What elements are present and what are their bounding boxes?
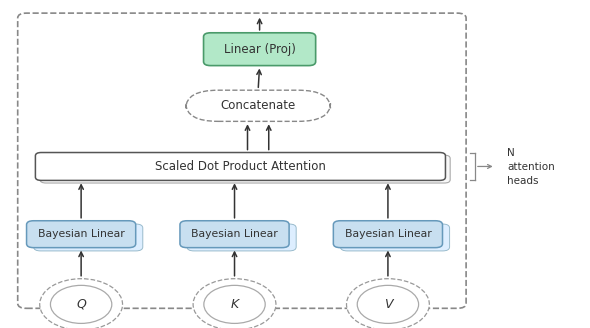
Text: K: K bbox=[231, 298, 238, 311]
Text: V: V bbox=[384, 298, 392, 311]
Ellipse shape bbox=[358, 285, 419, 323]
Text: Bayesian Linear: Bayesian Linear bbox=[191, 229, 278, 239]
FancyBboxPatch shape bbox=[35, 153, 445, 180]
Ellipse shape bbox=[50, 285, 112, 323]
FancyBboxPatch shape bbox=[333, 221, 442, 248]
Ellipse shape bbox=[346, 279, 430, 328]
FancyBboxPatch shape bbox=[180, 221, 289, 248]
Text: Bayesian Linear: Bayesian Linear bbox=[345, 229, 431, 239]
Ellipse shape bbox=[204, 285, 265, 323]
Text: Bayesian Linear: Bayesian Linear bbox=[38, 229, 124, 239]
FancyBboxPatch shape bbox=[187, 224, 296, 251]
Text: N
attention
heads: N attention heads bbox=[507, 148, 555, 186]
FancyBboxPatch shape bbox=[34, 224, 143, 251]
FancyBboxPatch shape bbox=[27, 221, 136, 248]
FancyBboxPatch shape bbox=[204, 33, 316, 66]
Text: Q: Q bbox=[76, 298, 86, 311]
Text: Concatenate: Concatenate bbox=[221, 99, 296, 112]
FancyBboxPatch shape bbox=[40, 155, 450, 183]
Ellipse shape bbox=[193, 279, 276, 328]
Text: Linear (Proj): Linear (Proj) bbox=[224, 43, 296, 56]
FancyBboxPatch shape bbox=[340, 224, 450, 251]
Ellipse shape bbox=[40, 279, 123, 328]
Text: Scaled Dot Product Attention: Scaled Dot Product Attention bbox=[155, 160, 326, 173]
FancyBboxPatch shape bbox=[186, 90, 330, 121]
